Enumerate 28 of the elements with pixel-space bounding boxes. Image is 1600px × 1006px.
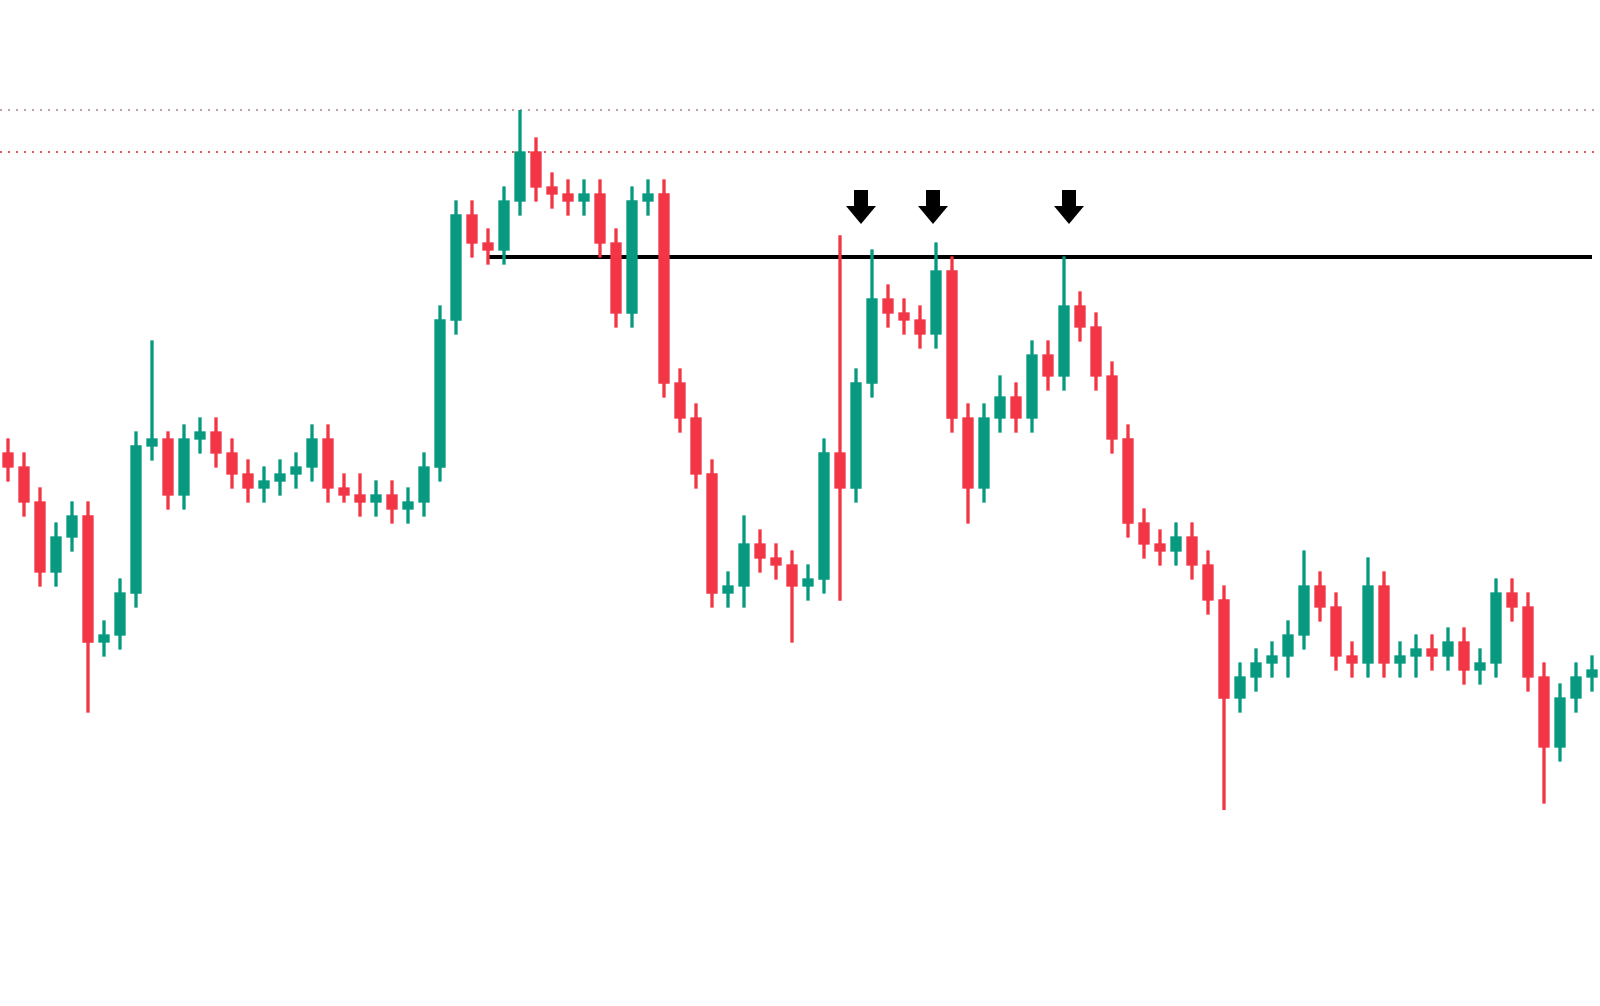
candlestick [770,543,782,580]
candlestick [786,550,798,643]
candlestick [290,452,302,489]
candlestick [1586,655,1598,692]
candlestick [194,417,206,454]
candlestick [370,480,382,517]
candlestick [258,466,270,503]
candlestick [1266,641,1278,678]
candlestick [1410,634,1422,678]
candlestick [802,564,814,601]
candlestick [722,571,734,608]
candlestick [834,235,846,601]
candlestick [98,620,110,657]
candlestick [642,179,654,216]
candlestick [146,340,158,461]
candlestick [1474,648,1486,685]
candlestick [274,459,286,496]
candlestick [898,298,910,335]
candlestick [482,228,494,265]
candlestick [562,179,574,216]
candlestick [1346,641,1358,678]
candlestick [546,172,558,209]
candlestick [1394,641,1406,678]
candlestick [354,473,366,517]
candlestick [1426,634,1438,671]
candlestick [1154,529,1166,566]
candlestick [578,179,590,216]
candlestick [402,487,414,524]
